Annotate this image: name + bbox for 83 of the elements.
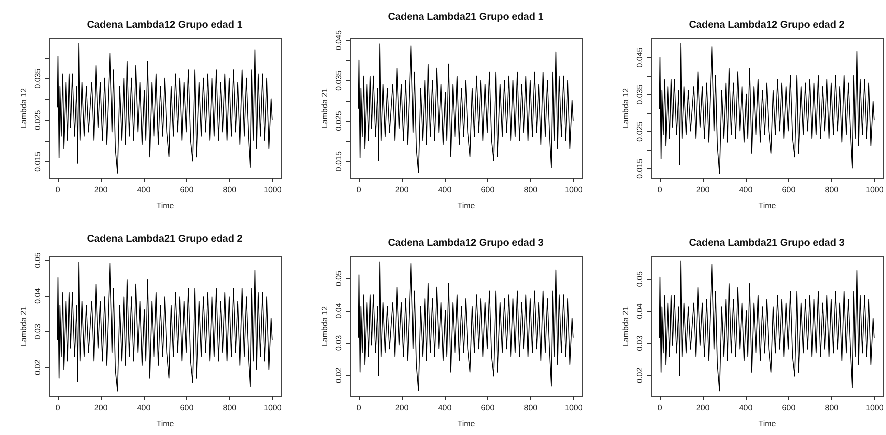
x-axis-title: Time: [458, 202, 476, 210]
x-tick-label: 1000: [264, 404, 282, 412]
line-series: [57, 43, 273, 174]
y-tick-label: 0.05: [334, 270, 344, 287]
x-tick-label: 0: [356, 404, 362, 412]
y-tick-label: 0.02: [636, 367, 644, 384]
y-tick-label: 0.015: [334, 151, 344, 172]
line-series: [57, 262, 273, 392]
x-tick-label: 400: [739, 404, 754, 412]
y-tick-label: 0.03: [34, 324, 42, 340]
y-tick-label: 0.04: [34, 288, 42, 304]
x-tick-label: 800: [825, 404, 840, 412]
x-tick-label: 600: [782, 404, 796, 412]
x-tick-label: 400: [137, 404, 152, 412]
x-tick-label: 0: [56, 186, 61, 194]
x-axis-title: Time: [156, 420, 175, 428]
x-tick-label: 400: [739, 186, 754, 194]
y-tick-label: 0.025: [34, 110, 42, 130]
chart-title: Cadena Lambda21 Grupo edad 2: [87, 234, 244, 246]
line-series: [659, 260, 875, 392]
x-tick-label: 1000: [866, 186, 884, 194]
x-tick-label: 400: [137, 186, 152, 194]
x-tick-label: 200: [395, 186, 410, 194]
line-series: [358, 44, 574, 174]
x-axis-title: Time: [758, 202, 777, 210]
y-axis-title: Lambda 12: [320, 306, 330, 347]
line-series: [358, 262, 574, 392]
x-tick-label: 200: [94, 186, 108, 194]
y-tick-label: 0.035: [334, 70, 344, 91]
y-tick-label: 0.03: [334, 334, 344, 352]
x-tick-label: 600: [481, 186, 496, 194]
chart-title: Cadena Lambda12 Grupo edad 1: [87, 20, 244, 31]
y-tick-label: 0.015: [34, 151, 42, 172]
y-tick-label: 0.045: [636, 47, 644, 68]
y-tick-label: 0.025: [334, 110, 344, 132]
x-tick-label: 200: [696, 186, 710, 194]
y-axis-title: Lambda 12: [622, 88, 630, 129]
y-tick-label: 0.02: [334, 367, 344, 384]
y-tick-label: 0.025: [636, 121, 644, 142]
x-tick-label: 600: [782, 186, 796, 194]
x-tick-label: 200: [696, 404, 710, 412]
x-tick-label: 800: [223, 404, 238, 412]
y-tick-label: 0.04: [636, 303, 644, 320]
y-tick-label: 0.02: [34, 359, 42, 376]
x-tick-label: 600: [481, 404, 496, 412]
x-tick-label: 400: [438, 186, 452, 194]
x-tick-label: 800: [524, 186, 538, 194]
x-tick-label: 400: [438, 404, 452, 412]
x-tick-label: 600: [180, 186, 194, 194]
y-tick-label: 0.035: [636, 84, 644, 105]
y-tick-label: 0.045: [334, 30, 344, 51]
y-axis-title: Lambda 21: [622, 306, 630, 347]
y-axis-title: Lambda 21: [320, 88, 330, 129]
y-tick-label: 0.03: [636, 335, 644, 352]
x-tick-label: 200: [94, 404, 108, 412]
x-axis-title: Time: [458, 420, 476, 428]
chart-title: Cadena Lambda12 Grupo edad 2: [689, 20, 846, 31]
chart-title: Cadena Lambda21 Grupo edad 3: [689, 238, 846, 249]
x-tick-label: 800: [825, 186, 840, 194]
x-tick-label: 600: [180, 404, 194, 412]
y-axis-title: Lambda 21: [20, 306, 28, 347]
y-axis-title: Lambda 12: [20, 88, 28, 129]
x-tick-label: 0: [56, 404, 61, 412]
x-tick-label: 1000: [565, 404, 584, 412]
chart-title: Cadena Lambda21 Grupo edad 1: [388, 12, 544, 24]
y-tick-label: 0.05: [34, 252, 42, 268]
line-series: [659, 43, 875, 174]
x-tick-label: 1000: [866, 404, 884, 412]
x-tick-label: 0: [658, 186, 663, 194]
chart-title: Cadena Lambda12 Grupo edad 3: [388, 238, 544, 249]
y-tick-label: 0.035: [34, 68, 42, 89]
x-axis-title: Time: [758, 420, 777, 428]
y-tick-label: 0.015: [636, 158, 644, 179]
x-tick-label: 1000: [264, 186, 282, 194]
x-axis-title: Time: [156, 202, 175, 210]
x-tick-label: 200: [395, 404, 410, 412]
x-tick-label: 1000: [565, 186, 584, 194]
x-tick-label: 800: [524, 404, 538, 412]
x-tick-label: 0: [658, 404, 663, 412]
y-tick-label: 0.05: [636, 270, 644, 288]
x-tick-label: 800: [223, 186, 238, 194]
y-tick-label: 0.04: [334, 302, 344, 319]
x-tick-label: 0: [356, 186, 362, 194]
